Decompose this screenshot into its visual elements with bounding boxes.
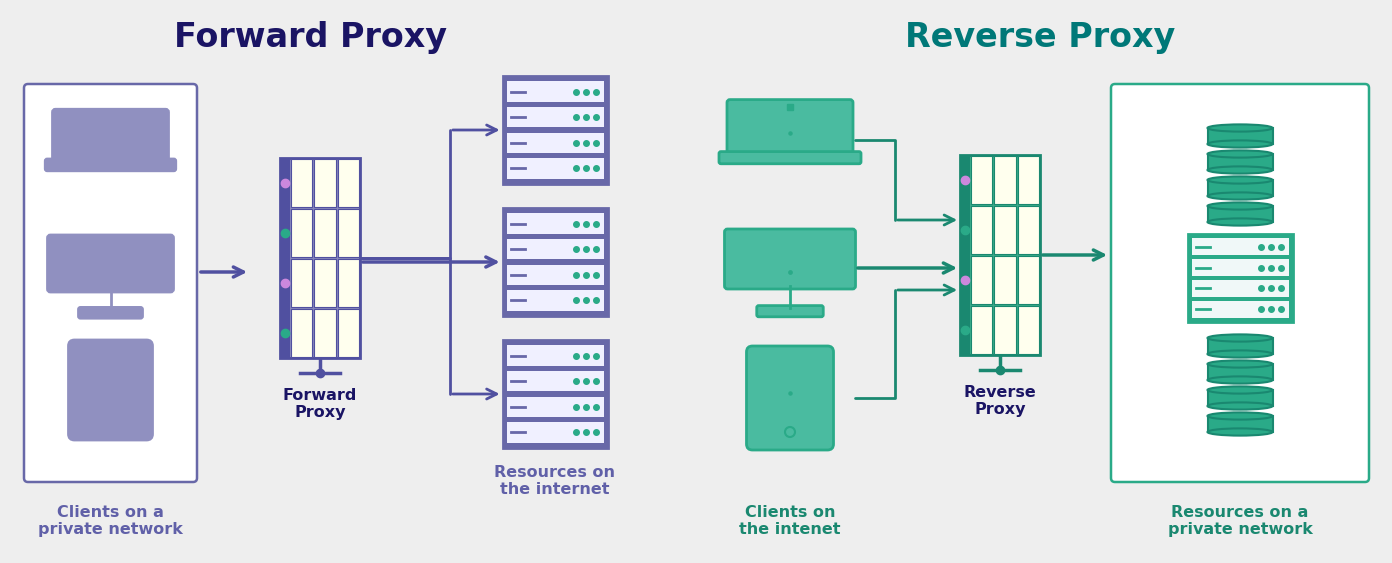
FancyBboxPatch shape (1192, 280, 1289, 297)
Bar (1207, 128, 1272, 144)
FancyBboxPatch shape (503, 340, 607, 448)
Ellipse shape (1207, 403, 1272, 410)
Bar (315, 209, 335, 257)
FancyBboxPatch shape (503, 76, 607, 184)
FancyBboxPatch shape (507, 265, 604, 285)
Ellipse shape (1207, 350, 1272, 358)
Bar (1207, 154, 1272, 170)
Bar (1018, 256, 1038, 304)
Ellipse shape (1207, 377, 1272, 383)
Bar (315, 259, 335, 307)
Bar (970, 256, 992, 304)
FancyBboxPatch shape (960, 155, 1040, 355)
FancyBboxPatch shape (1192, 260, 1289, 276)
Ellipse shape (1207, 176, 1272, 184)
Bar (315, 159, 335, 207)
Bar (337, 259, 359, 307)
FancyBboxPatch shape (507, 239, 604, 260)
FancyBboxPatch shape (507, 213, 604, 234)
FancyBboxPatch shape (280, 158, 290, 358)
Ellipse shape (1207, 334, 1272, 342)
FancyBboxPatch shape (757, 306, 823, 317)
Ellipse shape (1207, 428, 1272, 436)
Bar (994, 256, 1016, 304)
FancyBboxPatch shape (727, 100, 853, 157)
FancyBboxPatch shape (1192, 301, 1289, 318)
FancyBboxPatch shape (746, 346, 834, 450)
FancyBboxPatch shape (46, 159, 175, 171)
Bar (1207, 338, 1272, 354)
Bar (291, 209, 312, 257)
Bar (970, 306, 992, 354)
FancyBboxPatch shape (47, 235, 174, 292)
FancyBboxPatch shape (503, 208, 607, 316)
Text: Reverse
Proxy: Reverse Proxy (963, 385, 1037, 417)
Ellipse shape (1207, 386, 1272, 394)
Bar (1207, 206, 1272, 222)
FancyBboxPatch shape (280, 158, 361, 358)
Bar (315, 309, 335, 357)
FancyBboxPatch shape (507, 345, 604, 365)
Bar (291, 159, 312, 207)
Bar (291, 309, 312, 357)
Text: Forward Proxy: Forward Proxy (174, 21, 447, 55)
FancyBboxPatch shape (507, 291, 604, 311)
Bar (337, 209, 359, 257)
Ellipse shape (1207, 167, 1272, 173)
Bar (994, 306, 1016, 354)
Text: Forward
Proxy: Forward Proxy (283, 388, 358, 421)
Text: Resources on
the internet: Resources on the internet (494, 465, 615, 497)
FancyBboxPatch shape (507, 158, 604, 178)
Ellipse shape (1207, 124, 1272, 132)
FancyBboxPatch shape (78, 307, 142, 318)
FancyBboxPatch shape (1187, 234, 1293, 322)
Bar (1018, 306, 1038, 354)
FancyBboxPatch shape (507, 422, 604, 443)
Bar (1207, 390, 1272, 406)
Ellipse shape (1207, 140, 1272, 148)
Text: Resources on a
private network: Resources on a private network (1168, 505, 1313, 538)
Bar (970, 156, 992, 204)
FancyBboxPatch shape (720, 151, 862, 164)
Text: Clients on
the intenet: Clients on the intenet (739, 505, 841, 538)
Ellipse shape (1207, 193, 1272, 200)
FancyBboxPatch shape (507, 107, 604, 127)
FancyBboxPatch shape (507, 133, 604, 153)
Ellipse shape (1207, 203, 1272, 209)
Text: Reverse Proxy: Reverse Proxy (905, 21, 1175, 55)
FancyBboxPatch shape (53, 109, 168, 164)
Text: Clients on a
private network: Clients on a private network (38, 505, 182, 538)
FancyBboxPatch shape (68, 340, 153, 440)
Bar (1018, 156, 1038, 204)
Bar (1207, 364, 1272, 380)
FancyBboxPatch shape (960, 155, 970, 355)
FancyBboxPatch shape (507, 397, 604, 417)
FancyBboxPatch shape (24, 84, 198, 482)
Bar (337, 309, 359, 357)
Bar (1207, 180, 1272, 196)
Bar (994, 206, 1016, 254)
Bar (994, 156, 1016, 204)
FancyBboxPatch shape (507, 82, 604, 102)
Bar (1018, 206, 1038, 254)
Ellipse shape (1207, 360, 1272, 368)
FancyBboxPatch shape (507, 371, 604, 391)
Bar (1207, 416, 1272, 432)
FancyBboxPatch shape (724, 229, 856, 289)
Ellipse shape (1207, 218, 1272, 226)
Bar (337, 159, 359, 207)
Ellipse shape (1207, 150, 1272, 158)
Ellipse shape (1207, 413, 1272, 419)
FancyBboxPatch shape (1111, 84, 1368, 482)
FancyBboxPatch shape (1192, 238, 1289, 255)
Bar (970, 206, 992, 254)
Bar (291, 259, 312, 307)
